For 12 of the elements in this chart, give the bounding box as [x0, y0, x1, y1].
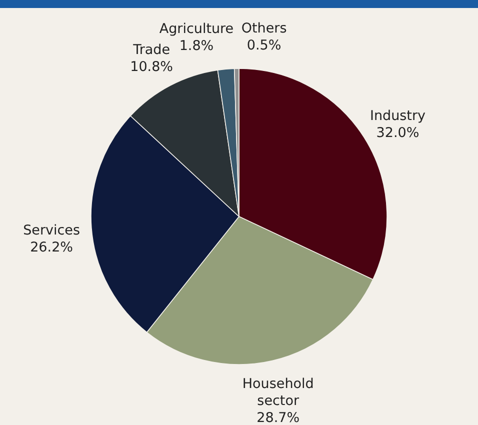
data-label: 26.2% — [30, 240, 74, 256]
data-label: 32.0% — [376, 124, 420, 141]
slice-label: Household sector — [242, 376, 314, 409]
slice-label: Others — [241, 20, 287, 37]
data-label: 0.5% — [246, 38, 282, 54]
slice-label: Services — [23, 222, 80, 239]
slice-label: Trade — [132, 42, 170, 58]
data-label: 1.8% — [179, 38, 214, 54]
data-label: 28.7% — [256, 410, 300, 425]
slice-label: Industry — [370, 108, 426, 124]
slice-label: Agriculture — [159, 21, 234, 38]
data-label: 10.8% — [130, 59, 174, 76]
